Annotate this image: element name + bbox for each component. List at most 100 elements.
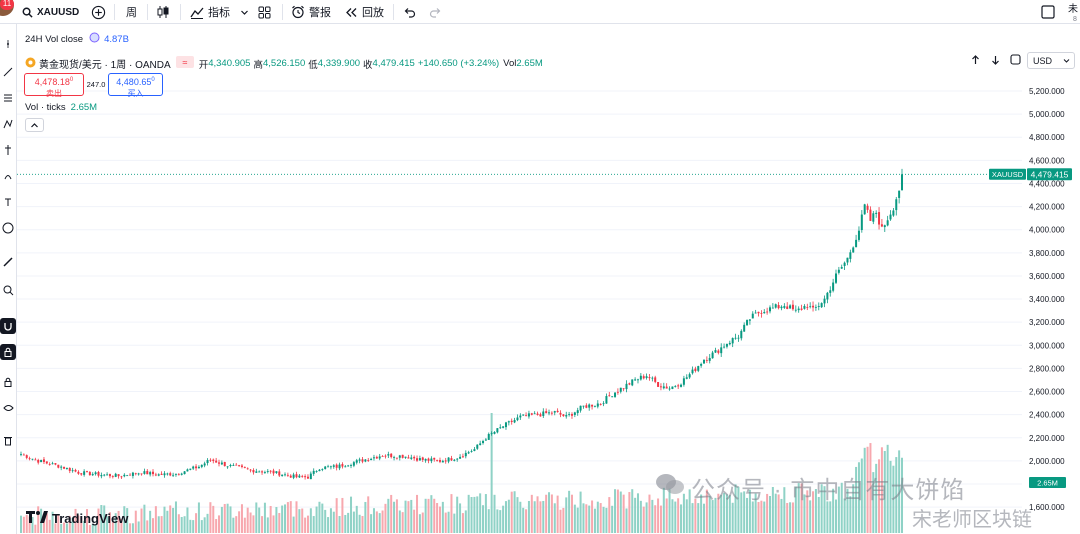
trash-tool-icon[interactable] (0, 432, 16, 448)
volume-bar (281, 505, 284, 533)
candle-body (654, 377, 657, 382)
candle-body (100, 475, 103, 477)
y-tick-label: 5,000.000 (1029, 110, 1065, 119)
candle-body (361, 459, 364, 462)
chart-type-button[interactable] (156, 0, 170, 24)
volume-bar (301, 508, 304, 533)
candle-body (91, 474, 94, 476)
volume-bar (318, 501, 321, 533)
candle-body (292, 474, 295, 478)
candle-body (800, 308, 803, 310)
volume-bar (682, 493, 685, 533)
candle-body (694, 368, 697, 372)
volume-bar (324, 509, 327, 533)
price-chart[interactable]: 5,200.000 5,000.000 4,800.000 4,600.000 4,40… (17, 25, 1080, 534)
magnet-tool-icon[interactable] (0, 318, 16, 334)
candle-body (668, 388, 671, 390)
volume-bar (461, 513, 464, 533)
compare-add-button[interactable] (91, 0, 106, 24)
reset-scale-button[interactable] (1008, 54, 1022, 68)
buy-button[interactable]: 4,480.650 买入 (108, 73, 163, 98)
candle-body (68, 468, 71, 471)
candle-body (421, 457, 424, 460)
sell-price-sup: 0 (69, 77, 74, 83)
volume-bar (275, 507, 278, 533)
volume-bar (309, 508, 312, 533)
volume-bar (565, 497, 568, 533)
volume-bar (42, 514, 45, 533)
volume-bar (298, 509, 301, 533)
cursor-tool-icon[interactable] (0, 36, 16, 52)
volume-bar (240, 504, 243, 533)
candle-body (266, 471, 269, 472)
fib-tool-icon[interactable] (0, 90, 16, 106)
lock-drawings-icon[interactable] (0, 374, 16, 390)
y-tick-label: 3,000.000 (1029, 341, 1065, 350)
candle-body (192, 466, 195, 469)
candle-body (803, 305, 806, 309)
watermark-text: 公众号 · 市中自有大饼馅 (691, 477, 966, 504)
lock-tool-icon[interactable] (0, 344, 16, 360)
sell-button[interactable]: 4,478.180 卖出 (24, 73, 84, 98)
candle-body (783, 306, 786, 308)
volume-bar (31, 517, 34, 533)
volume-bar (895, 457, 898, 533)
indicators-button[interactable]: 指标 (190, 0, 230, 24)
candle-body (642, 376, 645, 379)
candle-body (717, 350, 720, 353)
currency-select[interactable]: USD (1027, 52, 1075, 69)
candle-body (22, 454, 25, 456)
collapse-legend-button[interactable] (25, 118, 44, 132)
pattern-tool-icon[interactable] (0, 116, 16, 132)
candle-body (743, 324, 746, 332)
volume-bar (223, 503, 226, 533)
shapes-tool-icon[interactable] (0, 168, 16, 184)
emoji-tool-icon[interactable] (0, 220, 16, 236)
candle-body (852, 247, 855, 253)
text-tool-icon[interactable] (0, 194, 16, 210)
ruler-tool-icon[interactable] (0, 254, 16, 270)
volume-bar (375, 511, 378, 533)
price-scale[interactable]: 5,200.000 5,000.000 4,800.000 4,600.000 4,40… (1029, 87, 1065, 512)
tradingview-logo[interactable]: TradingView (26, 511, 128, 526)
candle-body (441, 460, 444, 463)
replay-button[interactable]: 回放 (345, 0, 384, 24)
zoom-tool-icon[interactable] (0, 282, 16, 298)
fullscreen-checkbox[interactable] (1041, 0, 1055, 24)
volume-bar (266, 517, 269, 533)
volume-bar (407, 501, 410, 533)
volume-bar (200, 520, 203, 533)
eye-tool-icon[interactable] (0, 400, 16, 416)
interval-button[interactable]: 周 (126, 7, 137, 19)
trend-line-icon[interactable] (0, 64, 16, 80)
indicators-dropdown[interactable] (240, 0, 249, 24)
volume-bar (108, 512, 111, 533)
volume-bar (327, 517, 330, 533)
volume-bar (470, 497, 473, 533)
volume-bar (898, 450, 901, 533)
square-icon (1041, 5, 1055, 19)
legend-title[interactable]: 黄金现货/美元 · 1周 · OANDA (39, 60, 171, 71)
layout-button[interactable] (258, 0, 271, 24)
low-value: 4,339.900 (317, 58, 361, 69)
symbol-search-button[interactable]: XAUUSD (22, 0, 79, 24)
replay-label: 回放 (362, 7, 384, 19)
undo-button[interactable] (403, 0, 416, 24)
chart-pane[interactable]: 5,200.000 5,000.000 4,800.000 4,600.000 4,40… (17, 25, 1080, 534)
scroll-up-button[interactable] (968, 54, 982, 68)
alert-button[interactable]: 警报 (291, 0, 331, 24)
candle-body (352, 462, 355, 466)
volume-bar (588, 505, 591, 533)
volume-bar (665, 498, 668, 533)
candle-body (172, 474, 175, 476)
volume-bar (777, 494, 780, 533)
candle-body (71, 470, 74, 472)
candle-body (364, 459, 367, 462)
volume-bar (255, 502, 258, 533)
volume-bar (694, 498, 697, 533)
volume-bar (803, 494, 806, 533)
scroll-down-button[interactable] (988, 54, 1002, 68)
prediction-tool-icon[interactable] (0, 142, 16, 158)
redo-button[interactable] (429, 0, 442, 24)
candle-body (820, 303, 823, 308)
